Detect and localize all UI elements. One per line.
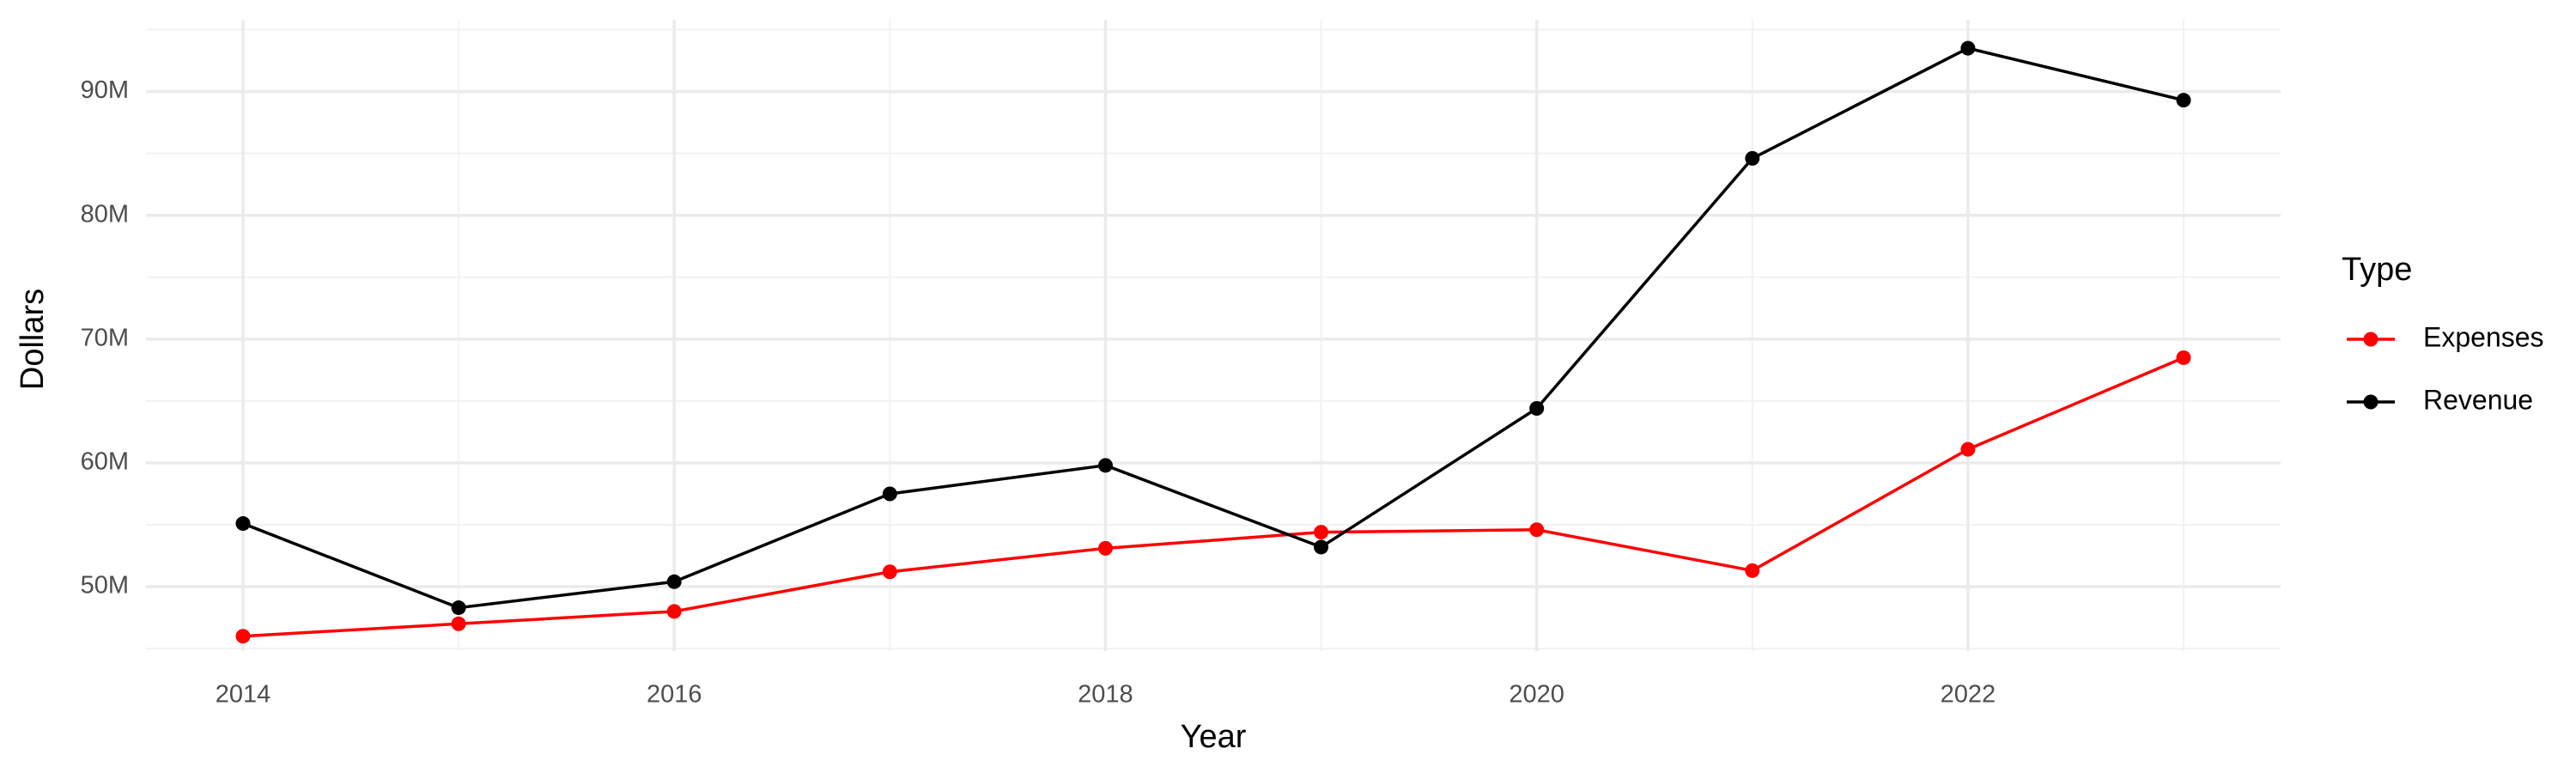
legend-label: Expenses	[2423, 321, 2544, 352]
data-point	[1960, 40, 1976, 56]
legend-title: Type	[2342, 252, 2412, 288]
data-point	[1529, 522, 1545, 538]
data-point	[666, 574, 682, 589]
x-tick-label: 2020	[1509, 681, 1564, 709]
x-tick-label: 2018	[1078, 681, 1133, 709]
y-tick-label: 60M	[81, 448, 129, 476]
data-point	[451, 600, 466, 616]
data-point	[666, 604, 682, 619]
y-tick-label: 50M	[81, 572, 129, 600]
data-point	[882, 564, 897, 580]
data-point	[1097, 458, 1113, 473]
y-tick-label: 80M	[81, 200, 129, 228]
data-point	[1745, 150, 1760, 166]
data-point	[2176, 350, 2191, 365]
data-point	[1314, 525, 1329, 540]
x-tick-label: 2016	[647, 681, 702, 709]
data-point	[1529, 401, 1545, 417]
legend-label: Revenue	[2423, 384, 2533, 415]
data-point	[1097, 540, 1113, 556]
y-tick-label: 90M	[81, 76, 129, 104]
series-line	[242, 356, 2184, 638]
data-point	[882, 486, 897, 502]
x-tick-label: 2014	[216, 681, 271, 709]
y-tick-label: 70M	[81, 324, 129, 351]
legend-point	[2363, 332, 2379, 347]
legend-point	[2363, 394, 2379, 410]
y-axis-title: Dollars	[15, 289, 51, 390]
data-point	[2176, 93, 2191, 108]
x-tick-label: 2022	[1941, 681, 1996, 709]
data-point	[1960, 441, 1976, 457]
data-point	[1314, 539, 1329, 555]
x-axis-title: Year	[1181, 719, 1247, 755]
data-point	[235, 629, 251, 644]
data-point	[1745, 563, 1760, 578]
data-point	[451, 616, 466, 631]
data-point	[235, 516, 251, 532]
series-line	[242, 46, 2184, 610]
